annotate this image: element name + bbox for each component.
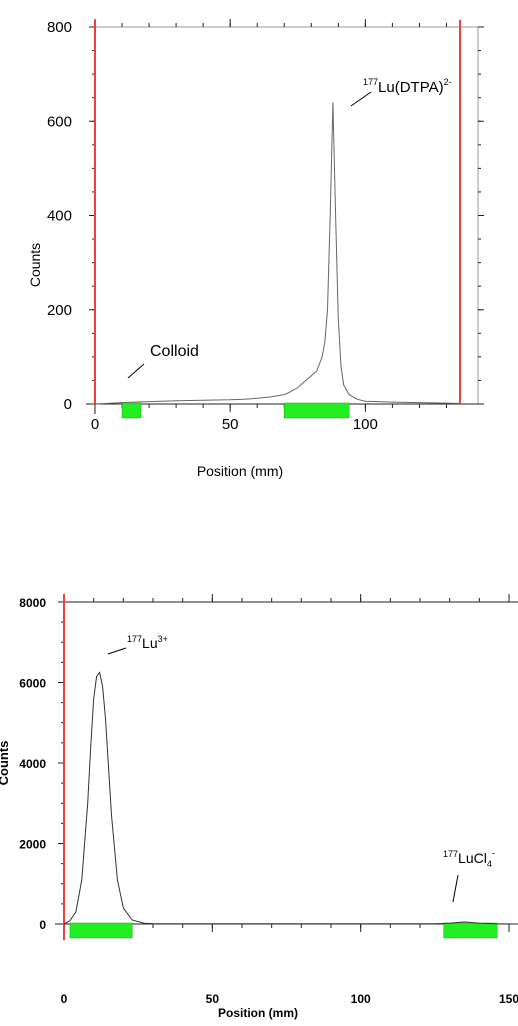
y-ticks: 0 2000 4000 6000 8000 xyxy=(19,596,64,932)
x-tick-label: 50 xyxy=(222,416,239,433)
annotation-lucl4-main: LuCl xyxy=(458,850,487,866)
annotation-leader-lucl4 xyxy=(452,874,459,903)
annotation-lucl4-sup2: - xyxy=(492,848,495,858)
annotation-lu-dtpa-sup: 177 xyxy=(363,77,378,87)
chart-1: 0 200 400 600 800 0 50 100 Counts Position (mm… xyxy=(27,19,484,479)
y-axis-label: Counts xyxy=(27,243,43,287)
y-tick-label: 200 xyxy=(47,302,72,319)
annotation-lucl4-sup: 177 xyxy=(443,849,458,859)
y-axis-label: Counts xyxy=(0,741,11,786)
region-bar xyxy=(121,402,142,419)
region-bar xyxy=(69,922,133,939)
y-tick-label: 2000 xyxy=(19,838,46,852)
annotation-leader-lu3 xyxy=(107,647,127,655)
y-tick-label: 8000 xyxy=(19,596,46,610)
y-tick-label: 0 xyxy=(39,918,46,932)
y-tick-label: 4000 xyxy=(19,757,46,771)
annotation-lucl4-sub: 4 xyxy=(487,859,492,869)
x-tick-label: 0 xyxy=(91,416,99,433)
annotation-lu-dtpa-main: Lu(DTPA) xyxy=(378,79,444,96)
annotation-lucl4: 177LuCl4- xyxy=(443,848,495,869)
annotation-lu3-main: Lu xyxy=(142,635,158,651)
boundary-lines xyxy=(94,20,461,404)
x-tick-label: 150 xyxy=(499,992,518,1006)
y-ticks: 0 200 400 600 800 xyxy=(47,19,484,413)
annotation-lu3-sup: 177 xyxy=(127,634,142,644)
x-axis-label: Position (mm) xyxy=(197,463,283,479)
regions xyxy=(69,922,498,939)
annotation-lu3: 177Lu3+ xyxy=(127,634,168,651)
x-tick-label: 100 xyxy=(353,416,378,433)
x-tick-label: 0 xyxy=(61,992,68,1006)
regions xyxy=(121,402,350,419)
region-bar xyxy=(284,402,350,419)
x-axis-label: Position (mm) xyxy=(218,1006,298,1020)
annotation-colloid: Colloid xyxy=(150,343,199,360)
annotation-leader-colloid xyxy=(127,363,145,379)
chart-2: 0 2000 4000 6000 8000 0 50 100 150 Counts Posit… xyxy=(0,594,518,1020)
y-tick-label: 600 xyxy=(47,113,72,130)
annotation-leader-lu-dtpa xyxy=(350,91,372,107)
y-tick-label: 0 xyxy=(64,396,72,413)
series-line xyxy=(63,671,518,925)
y-tick-label: 800 xyxy=(47,19,72,36)
x-tick-label: 100 xyxy=(351,992,371,1006)
x-ticks: 0 50 100 xyxy=(91,19,447,433)
x-tick-label: 50 xyxy=(206,992,220,1006)
annotation-lu3-sup2: 3+ xyxy=(158,634,168,644)
annotation-lu-dtpa: 177Lu(DTPA)2- xyxy=(363,77,452,96)
y-tick-label: 6000 xyxy=(19,677,46,691)
region-bar xyxy=(443,922,498,939)
x-ticks: 0 50 100 150 xyxy=(61,594,518,1006)
series-line xyxy=(94,102,461,405)
annotation-lu-dtpa-sup2: 2- xyxy=(444,77,452,87)
y-tick-label: 400 xyxy=(47,208,72,225)
